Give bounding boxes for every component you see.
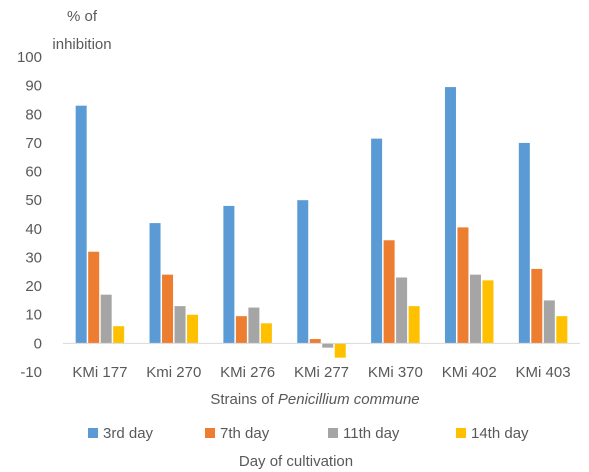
bar	[444, 87, 456, 344]
y-tick-label: -10	[20, 364, 42, 381]
legend-entry-label: 11th day	[343, 425, 400, 442]
x-category-label: Kmi 270	[146, 364, 201, 381]
bar	[322, 343, 334, 348]
bar	[297, 200, 309, 344]
y-tick-label: 60	[25, 164, 42, 181]
y-axis-ticks: -10 0 10 20 30 40 50 60 70 80 90 100	[17, 49, 42, 381]
y-tick-label: 40	[25, 221, 42, 238]
bar	[408, 306, 420, 344]
bar	[482, 280, 494, 344]
x-category-label: KMi 277	[294, 364, 349, 381]
legend-swatch	[328, 428, 338, 438]
x-category-label: KMi 402	[442, 364, 497, 381]
legend-title: Day of cultivation	[239, 453, 353, 470]
bar	[187, 314, 199, 344]
legend: 3rd day 7th day 11th day 14th day	[88, 425, 529, 442]
bar	[75, 105, 87, 344]
y-tick-label: 50	[25, 192, 42, 209]
x-category-label: KMi 276	[220, 364, 275, 381]
x-category-label: KMi 403	[516, 364, 571, 381]
y-tick-label: 0	[34, 335, 42, 352]
legend-swatch	[88, 428, 98, 438]
y-tick-label: 80	[25, 106, 42, 123]
bar	[396, 277, 408, 344]
x-axis-title-prefix: Strains of	[210, 391, 278, 408]
legend-entry-label: 14th day	[471, 425, 529, 442]
legend-entry-label: 7th day	[220, 425, 270, 442]
y-axis-title-line2: inhibition	[52, 36, 111, 53]
x-axis-title: Strains of Penicillium commune	[210, 391, 419, 408]
bar	[174, 306, 186, 344]
bar	[260, 323, 272, 344]
bar	[113, 326, 125, 344]
bar	[383, 240, 395, 344]
bar-series	[75, 87, 568, 358]
legend-entry-label: 3rd day	[103, 425, 154, 442]
x-axis-categories: KMi 177 Kmi 270 KMi 276 KMi 277 KMi 370 KMi 4…	[72, 364, 570, 381]
bar	[531, 268, 543, 344]
bar	[235, 316, 247, 344]
bar	[162, 274, 174, 344]
y-tick-label: 20	[25, 278, 42, 295]
bar	[149, 223, 161, 344]
y-tick-label: 10	[25, 307, 42, 324]
bar	[248, 307, 260, 344]
bar	[457, 227, 469, 344]
bar	[223, 205, 235, 344]
bar	[100, 294, 112, 344]
y-tick-label: 90	[25, 78, 42, 95]
x-category-label: KMi 177	[72, 364, 127, 381]
bar	[88, 251, 100, 344]
bar	[371, 138, 383, 344]
bar	[556, 316, 568, 344]
y-tick-label: 70	[25, 135, 42, 152]
x-category-label: KMi 370	[368, 364, 423, 381]
bar	[334, 343, 346, 358]
y-tick-label: 100	[17, 49, 42, 66]
x-axis-title-species: Penicillium commune	[278, 391, 420, 408]
bar	[543, 300, 555, 344]
y-axis-title-line1: % of	[67, 8, 98, 25]
bar	[469, 274, 481, 344]
legend-swatch	[205, 428, 215, 438]
bar	[518, 142, 530, 344]
y-tick-label: 30	[25, 249, 42, 266]
bar	[309, 339, 321, 344]
legend-swatch	[456, 428, 466, 438]
